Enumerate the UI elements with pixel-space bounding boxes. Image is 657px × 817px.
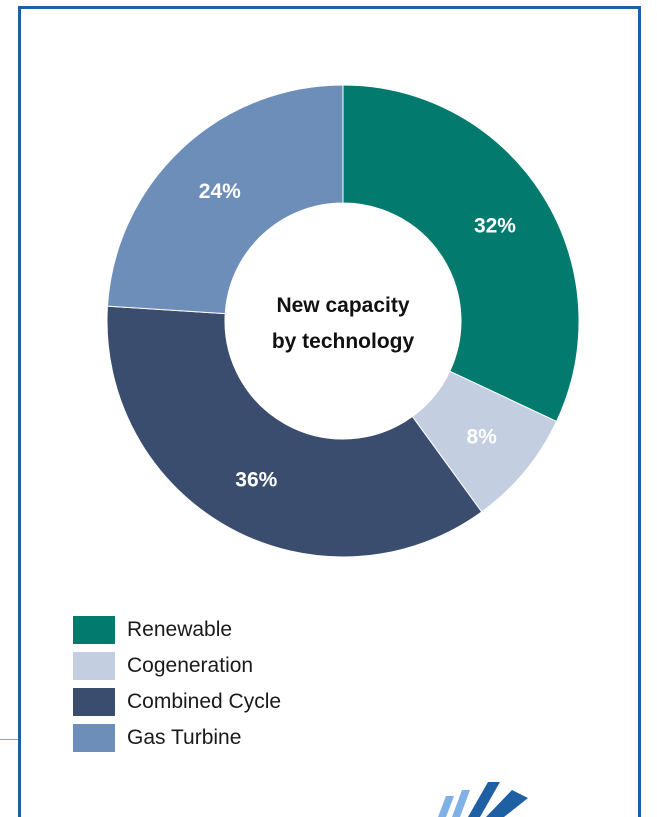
slice-group (107, 85, 579, 557)
slice-value-label-cogeneration: 8% (467, 426, 498, 449)
center-label-line-2: by technology (272, 330, 415, 353)
legend-item-combined-cycle: Combined Cycle (73, 684, 281, 720)
legend-item-cogeneration: Cogeneration (73, 648, 281, 684)
legend-swatch-cogeneration (73, 652, 115, 680)
slice-value-label-gas-turbine: 24% (199, 180, 241, 203)
legend-swatch-combined-cycle (73, 688, 115, 716)
logo-light-bar-2 (452, 790, 470, 817)
legend-label-renewable: Renewable (127, 618, 232, 642)
side-rule (0, 739, 18, 740)
legend-item-renewable: Renewable (73, 612, 281, 648)
logo-light-bar-1 (438, 796, 454, 817)
company-logo (428, 776, 548, 817)
slice-value-label-renewable: 32% (474, 215, 516, 238)
legend-label-gas-turbine: Gas Turbine (127, 726, 241, 750)
center-label-line-1: New capacity (276, 294, 409, 317)
donut-chart: 32% 8% 36% 24% New capacity by technology (0, 0, 657, 600)
legend-item-gas-turbine: Gas Turbine (73, 720, 281, 756)
legend: Renewable Cogeneration Combined Cycle Ga… (73, 612, 281, 756)
legend-label-cogeneration: Cogeneration (127, 654, 253, 678)
legend-label-combined-cycle: Combined Cycle (127, 690, 281, 714)
legend-swatch-renewable (73, 616, 115, 644)
slice-renewable (343, 85, 579, 421)
slice-value-label-combined-cycle: 36% (235, 469, 277, 492)
legend-swatch-gas-turbine (73, 724, 115, 752)
